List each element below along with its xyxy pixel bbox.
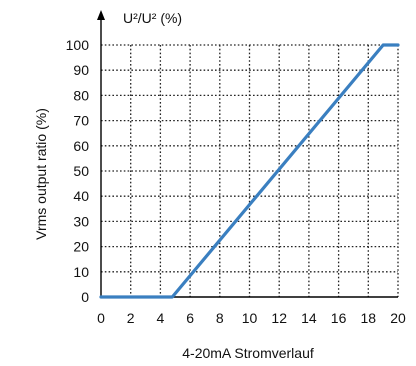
x-tick-label-4: 8 (216, 310, 224, 326)
y-tick-label-9: 90 (73, 62, 89, 78)
x-tick-label-5: 10 (242, 310, 258, 326)
x-axis-title: 4-20mA Stromverlauf (182, 345, 314, 361)
grid (101, 44, 399, 297)
y-tick-label-7: 70 (73, 113, 89, 129)
y-tick-label-2: 20 (73, 239, 89, 255)
x-tick-label-2: 4 (157, 310, 165, 326)
x-tick-label-6: 12 (271, 310, 287, 326)
y-tick-label-6: 60 (73, 138, 89, 154)
y-tick-label-0: 0 (81, 289, 89, 305)
y-tick-label-3: 30 (73, 213, 89, 229)
top-axis-label: U²/U² (%) (123, 10, 182, 26)
y-tick-label-4: 40 (73, 188, 89, 204)
x-tick-label-1: 2 (127, 310, 135, 326)
axes (97, 10, 398, 298)
series-layer (99, 43, 400, 299)
y-axis-arrow (97, 10, 105, 20)
y-tick-label-1: 10 (73, 264, 89, 280)
series-line-0 (99, 43, 400, 299)
y-tick-label-10: 100 (66, 37, 90, 53)
x-tick-label-10: 20 (390, 310, 406, 326)
x-tick-label-0: 0 (97, 310, 105, 326)
y-tick-label-8: 80 (73, 87, 89, 103)
y-axis-title: Vrms output ratio (%) (33, 108, 49, 240)
x-tick-label-3: 6 (186, 310, 194, 326)
x-tick-label-7: 14 (301, 310, 317, 326)
x-tick-label-9: 18 (361, 310, 377, 326)
x-tick-label-8: 16 (331, 310, 347, 326)
y-tick-label-5: 50 (73, 163, 89, 179)
tick-labels: 0 10 20 30 40 50 60 70 80 90 100 0 2 4 6 8 10 12 14 16 18 20 (66, 37, 406, 326)
